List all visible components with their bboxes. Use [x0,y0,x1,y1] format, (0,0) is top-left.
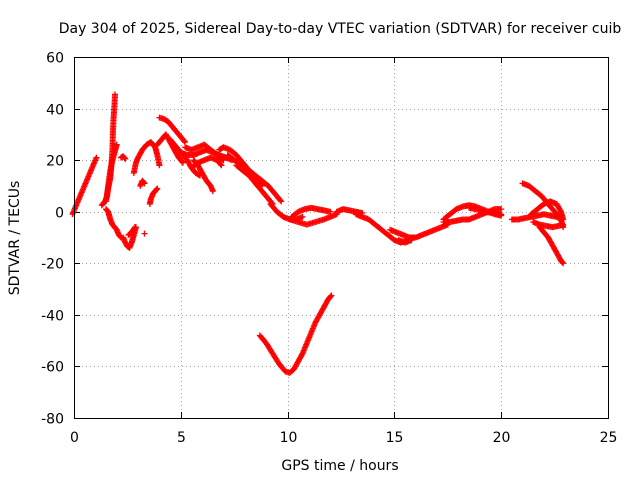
x-tick-label: 10 [280,430,298,446]
data-point [93,154,100,161]
data-point [113,141,120,148]
data-markers [69,91,567,376]
chart-title: Day 304 of 2025, Sidereal Day-to-day VTE… [59,21,622,37]
data-point [131,225,138,232]
y-tick-label: 0 [55,206,64,222]
data-point [209,188,216,195]
x-axis-label: GPS time / hours [281,458,398,474]
data-point [141,180,148,187]
data-point [182,139,189,146]
data-point [498,211,505,218]
data-point [560,260,567,267]
y-tick-label: -60 [41,360,64,376]
x-tick-label: 5 [177,430,186,446]
data-point [559,259,566,266]
data-point [408,237,415,244]
data-point [121,154,128,161]
y-tick-label: 40 [46,103,64,119]
y-tick-label: -80 [41,412,64,428]
data-point [156,162,163,169]
data-point [560,216,567,223]
data-point [112,91,119,98]
y-tick-label: -20 [41,257,64,273]
data-point [181,138,188,145]
y-tick-label: -40 [41,309,64,325]
grid [74,57,608,418]
data-point [179,159,186,166]
data-point [560,221,567,228]
x-tick-label: 25 [600,430,618,446]
y-tick-label: 60 [46,51,64,67]
data-point [140,179,147,186]
data-point [117,233,124,240]
x-tick-label: 0 [70,430,79,446]
data-point [327,208,334,215]
data-point [278,198,285,205]
axis-ticks: 0 5 10 15 20 25 -80 -60 -40 -20 0 20 40 60 [41,51,617,447]
data-point [219,156,226,163]
y-axis-label: SDTVAR / TECUs [7,181,23,296]
data-point [141,230,148,237]
data-point [217,161,224,168]
data-point [179,158,186,165]
data-point [298,351,305,358]
x-tick-label: 20 [493,430,511,446]
data-point [498,206,505,213]
y-tick-label: 20 [46,154,64,170]
plot-frame [74,57,609,419]
data-point [277,197,284,204]
data-point [299,213,306,220]
data-point [258,182,265,189]
data-point [257,182,264,189]
data-point [154,185,161,192]
x-tick-label: 15 [386,430,404,446]
data-point [327,293,334,300]
data-point [328,292,335,299]
data-point [220,157,227,164]
data-point [131,224,138,231]
data-point [122,155,129,162]
data-point [153,186,160,193]
data-point [218,162,225,169]
